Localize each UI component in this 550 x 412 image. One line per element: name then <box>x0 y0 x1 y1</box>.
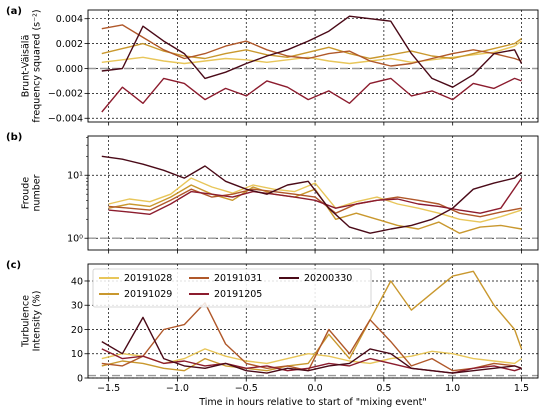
y-tick-label: 30 <box>71 301 83 312</box>
x-tick-label: 1.5 <box>514 383 529 394</box>
panel-label: (b) <box>6 132 22 143</box>
series-line-20191031 <box>108 188 522 218</box>
y-tick-label: −0.004 <box>48 114 83 125</box>
x-tick-label: −0.5 <box>235 383 258 394</box>
legend-box <box>92 268 372 308</box>
series-line-20191031 <box>101 302 522 372</box>
series-line-20191028 <box>101 348 522 365</box>
y-tick-label: 10 <box>71 349 83 360</box>
y-tick-label: 40 <box>71 276 83 287</box>
y-tick-label: 0 <box>77 373 83 384</box>
y-axis-title: frequency squared (s⁻²) <box>32 9 43 122</box>
plot-area <box>88 10 538 122</box>
y-tick-label: 0.002 <box>56 39 83 50</box>
series-line-20191028 <box>108 177 522 223</box>
x-tick-label: 1.0 <box>445 383 460 394</box>
series-line-20200330 <box>101 15 523 88</box>
plot-frame <box>87 135 539 251</box>
y-tick-label: 10¹ <box>67 171 83 182</box>
y-tick-label: 20 <box>71 325 83 336</box>
x-tick-label: 0.0 <box>308 383 323 394</box>
y-axis-title: Brunt-Väisälä <box>21 35 32 98</box>
series-line-20200330 <box>101 155 522 234</box>
legend-label: 20191029 <box>124 289 172 300</box>
y-tick-label: 0.000 <box>56 64 83 75</box>
legend-label: 20191031 <box>214 273 262 284</box>
y-axis-title: Turbulence <box>21 295 32 348</box>
series-line-20191205 <box>101 77 522 113</box>
y-axis-title: Froude <box>21 177 32 209</box>
y-tick-label: 0.004 <box>56 14 83 25</box>
x-tick-label: −1.0 <box>166 383 189 394</box>
y-axis-title: Intensity (%) <box>32 291 43 352</box>
legend-label: 20191028 <box>124 273 172 284</box>
panel-label: (c) <box>6 260 21 271</box>
series-line-20191031 <box>101 24 522 67</box>
panel-a: −0.004 −0.002 0.000 0.002 0.004 (a) Brunt-Väis… <box>6 6 539 126</box>
plot-frame <box>87 263 539 379</box>
panel-b: 10⁰ 10¹ (b) Froude number <box>6 132 539 254</box>
x-axis-title: Time in hours relative to start of "mixi… <box>198 397 426 408</box>
x-tick-label: −1.5 <box>97 383 120 394</box>
y-axis-title: number <box>32 174 43 211</box>
y-tick-label: −0.002 <box>48 89 83 100</box>
panel-c: −1.5 −1.0 −0.5 0.0 0.5 1.0 1.5 0 10 20 30 40 (c) Turb… <box>6 260 539 394</box>
legend-label: 20200330 <box>304 273 352 284</box>
legend-label: 20191205 <box>214 289 262 300</box>
plot-area <box>88 136 538 250</box>
panel-label: (a) <box>6 6 22 17</box>
y-tick-label: 10⁰ <box>67 234 83 245</box>
x-tick-label: 0.5 <box>376 383 391 394</box>
series-line-20200330 <box>101 316 522 374</box>
plot-frame <box>87 9 539 123</box>
